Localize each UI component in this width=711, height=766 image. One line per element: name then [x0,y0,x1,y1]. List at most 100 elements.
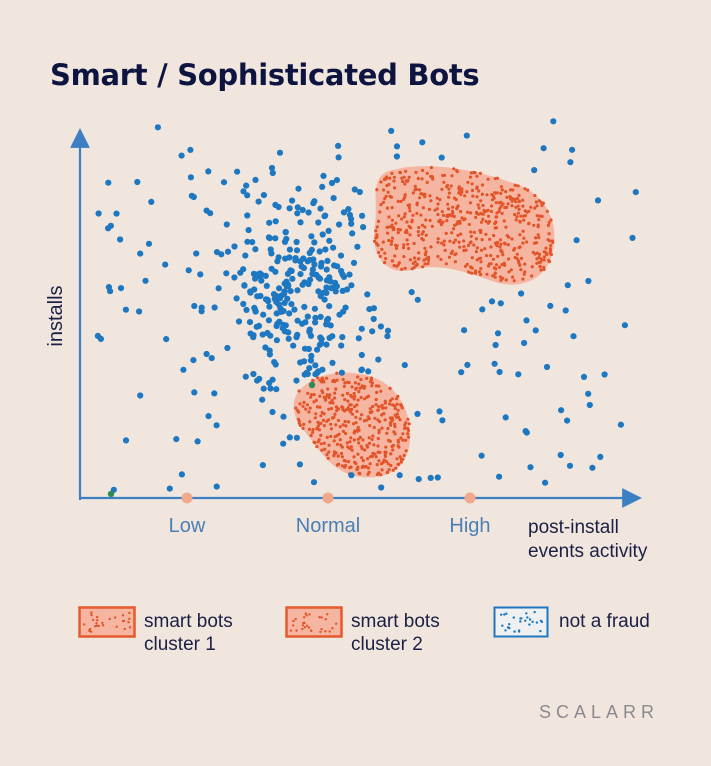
not-a-fraud-point [286,246,293,253]
cluster-1-point [460,190,464,194]
cluster-1-point [503,241,507,245]
cluster-1-point [421,168,425,172]
not-a-fraud-point [419,139,426,146]
cluster-1-point [374,236,378,240]
cluster-1-point [439,257,443,261]
cluster-2-point [298,402,302,406]
not-a-fraud-point [231,243,238,250]
cluster-1-point [388,194,392,198]
x-tick-label: High [449,515,490,537]
cluster-1-point [536,233,540,237]
cluster-1-point [522,214,526,218]
not-a-fraud-point [570,333,577,340]
not-a-fraud-point [197,271,204,278]
cluster-1-point [376,219,381,223]
cluster-1-point [470,182,474,186]
cluster-2-point [385,470,390,474]
not-a-fraud-point [358,351,365,359]
cluster-1-point [390,239,394,243]
cluster-2-point [364,464,368,469]
not-a-fraud-point [211,304,218,311]
cluster-1-point [472,243,476,247]
cluster-1-point [405,238,409,242]
cluster-2-point [366,466,371,470]
cluster-1-point [392,175,396,179]
cluster-1-point [496,240,500,245]
cluster-1-point [465,190,469,194]
not-a-fraud-point [296,461,303,468]
not-a-fraud-point [275,254,282,261]
not-a-fraud-point [427,474,434,481]
not-a-fraud-point [567,159,574,166]
not-a-fraud-point [313,271,320,278]
legend-swatch-cluster-2 [285,606,343,638]
cluster-1-point [471,194,475,198]
cluster-1-point [467,270,471,274]
not-a-fraud-point [317,205,324,212]
cluster-2-point [354,415,358,419]
cluster-1-point [490,204,494,208]
cluster-1-point [489,262,493,266]
not-a-fraud-point [255,273,262,280]
cluster-2-point [396,394,400,398]
not-a-fraud-point [438,154,445,161]
not-a-fraud-point [297,258,304,265]
not-a-fraud-point [231,274,238,281]
cluster-1-point [477,189,481,193]
not-a-fraud-point [293,434,300,441]
cluster-2-point [345,391,350,396]
cluster-2-point [327,450,331,454]
cluster-2-point [312,393,316,397]
cluster-1-point [466,180,470,184]
not-a-fraud-point [273,386,280,393]
not-a-fraud-point [162,261,169,268]
cluster-1-point [466,243,471,248]
cluster-1-point [532,223,536,227]
cluster-1-point [425,171,429,175]
not-a-fraud-point [527,464,534,471]
not-a-fraud-point [269,169,276,177]
cluster-2-point [396,408,400,412]
cluster-1-point [421,265,425,269]
cluster-1-point [424,233,428,237]
cluster-2-point [305,403,309,407]
not-a-fraud-point [246,319,254,326]
cluster-2-point [329,422,333,426]
cluster-2-point [384,459,388,464]
cluster-2-point [311,430,315,434]
cluster-1-point [494,215,498,219]
not-a-fraud-point [384,327,392,334]
cluster-1-point [474,237,478,241]
not-a-fraud-point [340,273,348,280]
cluster-2-point [354,421,358,425]
not-a-fraud-point [244,192,251,199]
cluster-2-point [325,393,329,397]
cluster-2-point [306,391,310,395]
cluster-1-point [388,176,392,180]
cluster-1-point [535,204,539,208]
cluster-2-point [340,455,344,459]
not-a-fraud-point [256,375,263,382]
not-a-fraud-point [318,259,325,267]
cluster-1-point [405,220,409,224]
cluster-1-point [383,261,387,265]
cluster-1-point [493,191,498,195]
cluster-1-point [494,226,499,230]
not-a-fraud-point [330,244,337,251]
cluster-1-point [481,203,485,208]
not-a-fraud-point [326,334,333,341]
x-tick-marker [322,492,334,504]
cluster-1-point [429,199,433,203]
not-a-fraud-point [242,252,249,259]
not-a-fraud-point [319,231,326,238]
not-a-fraud-point [291,306,298,313]
not-a-fraud-point [117,236,124,243]
cluster-2-point [301,404,305,408]
cluster-1-point [442,173,447,177]
cluster-1-point [457,185,461,189]
not-a-fraud-point [356,188,363,196]
cluster-1-point [527,222,531,226]
cluster-2-point [386,426,390,431]
cluster-2-point [371,451,375,455]
cluster-2-point [406,435,411,439]
